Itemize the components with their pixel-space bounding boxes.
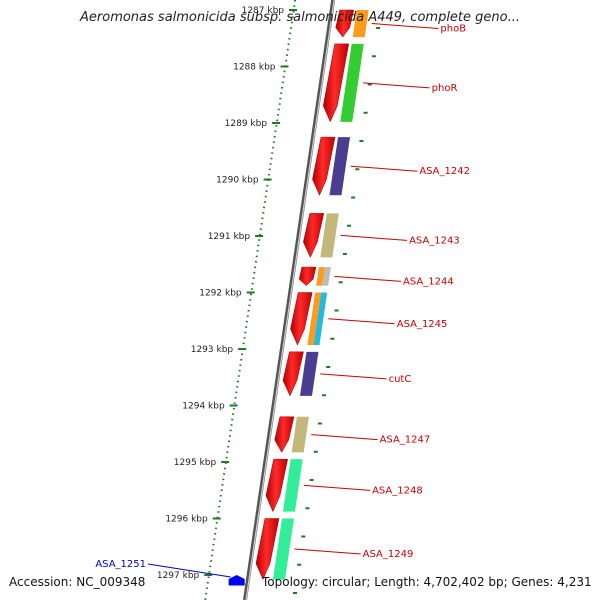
gene-label[interactable]: ASA_1245 [397, 319, 448, 330]
ruler-tick-label: 1293 kbp [191, 345, 234, 355]
ruler-tick-label: 1294 kbp [182, 402, 225, 412]
ruler-tick-label: 1296 kbp [165, 515, 208, 525]
gene-function-bar [352, 10, 369, 38]
gene-arrow[interactable] [303, 213, 325, 259]
gene-function-bar [291, 416, 309, 453]
ruler-tick-label: 1295 kbp [174, 458, 217, 468]
ruler-tick-label: 1287 kbp [242, 6, 285, 16]
ruler-dotted-line [204, 0, 297, 600]
topology-text: Topology: circular; Length: 4,702,402 bp… [262, 575, 592, 589]
genome-backbone [242, 0, 336, 600]
ruler-tick-label: 1289 kbp [225, 119, 268, 129]
reverse-gene[interactable] [228, 575, 245, 586]
gene-label[interactable]: ASA_1251 [95, 559, 146, 570]
gene-label[interactable]: phoB [440, 24, 466, 35]
gene-label-leader [320, 373, 387, 380]
gene-label[interactable]: ASA_1243 [409, 235, 460, 246]
gene-label-leader [303, 484, 371, 491]
gene-arrow[interactable] [298, 266, 317, 287]
gene-label-leader [311, 434, 378, 441]
gene-function-bar [282, 459, 303, 512]
gene-function-bar [320, 213, 339, 258]
gene-arrow[interactable] [335, 9, 355, 38]
gene-label[interactable]: ASA_1249 [363, 549, 414, 560]
backbone-line [242, 0, 336, 600]
gene-label-leader [334, 275, 402, 282]
gene-function-bar [329, 137, 351, 196]
gene-label-leader [362, 82, 430, 89]
gene-label-leader [328, 318, 395, 325]
gene-labels: phoB phoR ASA_1242 ASA_1243 ASA_1244 ASA_1245… [95, 23, 470, 578]
gene-label-leader [371, 23, 439, 30]
ruler-tick-label: 1290 kbp [216, 176, 259, 186]
ruler-tick-label: 1288 kbp [233, 63, 276, 73]
gene-function-bar [307, 292, 322, 345]
ruler-tick-label: 1297 kbp [157, 571, 200, 581]
gene-arrow[interactable] [255, 518, 280, 581]
gene-label[interactable]: cutC [389, 374, 412, 385]
gene-arrow[interactable] [290, 292, 313, 346]
gene-function-bar [316, 267, 325, 286]
ruler-tick-label: 1292 kbp [199, 289, 242, 299]
ruler-tick-label: 1291 kbp [208, 232, 251, 242]
gene-track [228, 9, 369, 586]
gene-arrow[interactable] [312, 136, 336, 196]
gene-function-bar [299, 351, 319, 396]
gene-label[interactable]: ASA_1244 [403, 276, 454, 287]
gene-label-leader [294, 548, 361, 555]
gene-function-bar [322, 267, 331, 286]
gene-arrow[interactable] [274, 416, 295, 453]
gene-label-leader [147, 563, 231, 578]
gene-function-bar [340, 43, 364, 122]
gene-label[interactable]: ASA_1242 [419, 166, 470, 177]
backbone-highlight [245, 0, 335, 600]
gene-arrow[interactable] [265, 458, 288, 513]
gene-arrow[interactable] [282, 351, 304, 397]
gene-function-bar [272, 518, 294, 580]
gene-label[interactable]: phoR [432, 83, 458, 94]
gene-label-leader [340, 234, 408, 241]
gene-label[interactable]: ASA_1248 [372, 485, 423, 496]
gene-function-bar [313, 292, 328, 345]
accession-text: Accession: NC_009348 [9, 575, 146, 589]
gene-arrow[interactable] [323, 43, 350, 123]
kbp-ruler: 1287 kbp 1288 kbp 1289 kbp 1290 kbp 1291 kbp… [157, 0, 381, 600]
gene-label-leader [350, 165, 418, 172]
map-title: Aeromonas salmonicida subsp. salmonicida… [80, 10, 520, 25]
gene-label[interactable]: ASA_1247 [380, 435, 431, 446]
